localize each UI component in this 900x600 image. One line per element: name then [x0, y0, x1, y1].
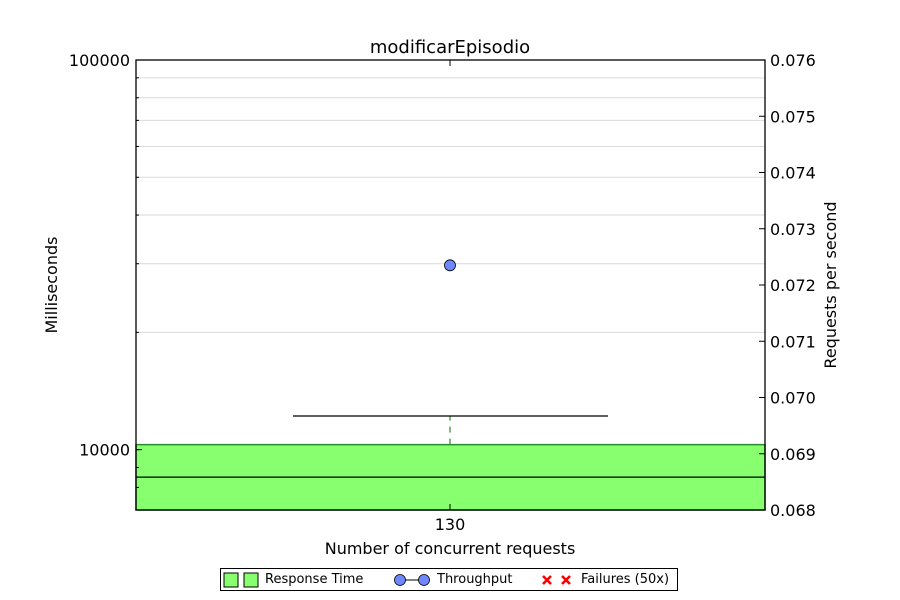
y2-tick-label: 0.070 [770, 389, 816, 408]
axes: 10000 100000 0.068 0.069 0.070 0.071 0.072 0.07… [69, 51, 816, 534]
y2-tick-label: 0.068 [770, 501, 816, 520]
x-axis-label: Number of concurrent requests [325, 539, 576, 558]
grid-lines [136, 77, 765, 488]
failures-x-marker-icon [542, 574, 571, 585]
legend-item-throughput: Throughput [393, 569, 513, 590]
legend-item-failures: Failures (50x) [539, 569, 669, 590]
chart-title: modificarEpisodio [370, 37, 530, 58]
y2-tick-label: 0.069 [770, 445, 816, 464]
y2-tick-label: 0.071 [770, 332, 816, 351]
response-time-swatch-icon [223, 572, 259, 587]
y-tick-label: 10000 [79, 441, 130, 460]
y2-tick-label: 0.073 [770, 220, 816, 239]
y-axis-label: Milliseconds [42, 237, 61, 334]
legend-label-response-time: Response Time [265, 572, 364, 587]
y2-tick-label: 0.074 [770, 164, 816, 183]
legend-label-throughput: Throughput [437, 572, 513, 587]
legend: Response Time Throughput Failures (50x) [220, 568, 678, 591]
throughput-point [444, 259, 456, 272]
y2-tick-label: 0.075 [770, 107, 816, 126]
response-time-boxplot [135, 415, 766, 511]
throughput-points [444, 259, 456, 272]
y2-tick-label: 0.076 [770, 51, 816, 70]
legend-item-response-time: Response Time [223, 569, 363, 590]
throughput-line-marker-icon [394, 573, 430, 586]
x-tick-label: 130 [435, 515, 466, 534]
y2-axis-label: Requests per second [821, 201, 840, 368]
legend-label-failures: Failures (50x) [581, 572, 670, 587]
y2-tick-label: 0.072 [770, 276, 816, 295]
y-tick-label: 100000 [69, 51, 130, 70]
